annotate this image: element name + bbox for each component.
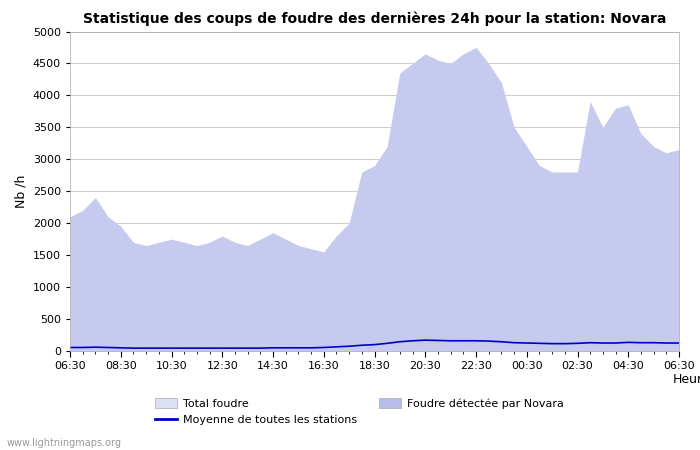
X-axis label: Heure: Heure (673, 374, 700, 387)
Title: Statistique des coups de foudre des dernières 24h pour la station: Novara: Statistique des coups de foudre des dern… (83, 12, 666, 26)
Y-axis label: Nb /h: Nb /h (14, 175, 27, 208)
Text: www.lightningmaps.org: www.lightningmaps.org (7, 438, 122, 448)
Legend: Total foudre, Moyenne de toutes les stations, Foudre détectée par Novara: Total foudre, Moyenne de toutes les stat… (155, 398, 564, 425)
